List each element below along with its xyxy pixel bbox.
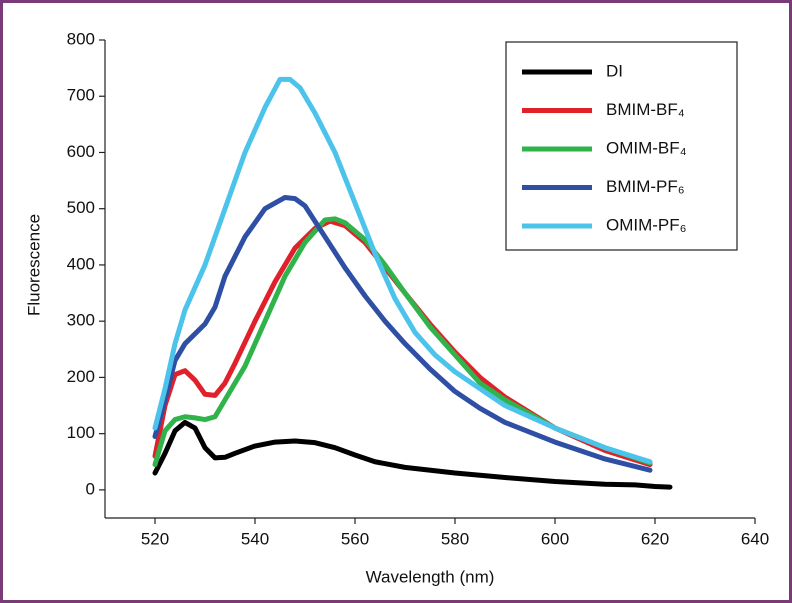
x-axis-label: Wavelength (nm)	[366, 567, 495, 586]
legend-label: OMIM-BF₄	[606, 138, 687, 157]
legend-box	[505, 41, 738, 251]
x-tick-label: 540	[241, 529, 269, 548]
y-tick-label: 500	[67, 198, 95, 217]
series-line	[152, 194, 653, 473]
legend-label: OMIM-PF₆	[606, 215, 687, 234]
y-tick-label: 100	[67, 423, 95, 442]
y-tick-label: 0	[86, 479, 95, 498]
x-tick-label: 520	[141, 529, 169, 548]
y-tick-label: 800	[67, 29, 95, 48]
y-tick-label: 400	[67, 254, 95, 273]
x-tick-label: 620	[641, 529, 669, 548]
series-line	[152, 419, 673, 490]
y-tick-label: 600	[67, 142, 95, 161]
y-tick-label: 700	[67, 86, 95, 105]
x-tick-label: 600	[541, 529, 569, 548]
legend-label: BMIM-BF₄	[606, 100, 685, 119]
series-line	[152, 76, 653, 465]
y-tick-label: 300	[67, 311, 95, 330]
y-tick-label: 200	[67, 367, 95, 386]
legend-label: DI	[606, 61, 623, 80]
x-tick-label: 640	[741, 529, 769, 548]
series-line	[152, 216, 653, 468]
x-tick-label: 560	[341, 529, 369, 548]
x-tick-label: 580	[441, 529, 469, 548]
legend-label: BMIM-PF₆	[606, 177, 685, 196]
y-axis-label: Fluorescence	[24, 214, 43, 316]
